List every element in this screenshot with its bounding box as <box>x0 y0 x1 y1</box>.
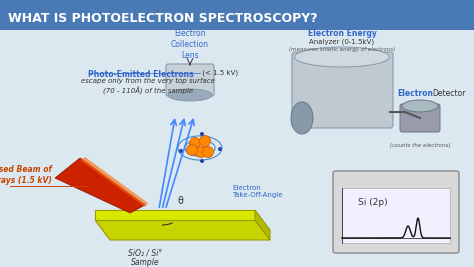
Text: Photo-Emitted Electrons: Photo-Emitted Electrons <box>88 70 193 79</box>
Ellipse shape <box>168 89 212 101</box>
Circle shape <box>195 147 207 158</box>
Polygon shape <box>80 157 148 207</box>
Text: Analyzer (0-1.5kV): Analyzer (0-1.5kV) <box>310 38 374 45</box>
Bar <box>342 188 450 243</box>
Circle shape <box>218 147 222 151</box>
Circle shape <box>202 147 213 158</box>
Text: Electron
Take-Off-Angle: Electron Take-Off-Angle <box>232 185 283 198</box>
Ellipse shape <box>402 100 438 112</box>
Circle shape <box>190 138 201 148</box>
Circle shape <box>200 135 210 147</box>
Text: SiO₂ / Si°
Sample: SiO₂ / Si° Sample <box>128 248 162 267</box>
Text: escape only from the very top surface
(70 - 110Å) of the sample: escape only from the very top surface (7… <box>81 78 215 95</box>
Text: Focused Beam of
X-rays (1.5 kV): Focused Beam of X-rays (1.5 kV) <box>0 165 52 185</box>
Ellipse shape <box>294 47 390 67</box>
Text: Detector: Detector <box>432 89 465 98</box>
Text: WHAT IS PHOTOELECTRON SPECTROSCOPY?: WHAT IS PHOTOELECTRON SPECTROSCOPY? <box>8 11 318 25</box>
Text: Si (2p): Si (2p) <box>358 198 388 207</box>
Text: Electron Energy: Electron Energy <box>308 29 376 38</box>
Circle shape <box>179 149 183 153</box>
FancyBboxPatch shape <box>333 171 459 253</box>
Text: Electron: Electron <box>397 89 433 98</box>
Circle shape <box>200 132 204 136</box>
Text: (counts the electrons): (counts the electrons) <box>390 143 450 148</box>
FancyBboxPatch shape <box>166 64 214 96</box>
Text: θ: θ <box>178 196 184 206</box>
Polygon shape <box>95 210 255 220</box>
Text: Electron
Collection
Lens: Electron Collection Lens <box>171 29 209 60</box>
FancyBboxPatch shape <box>292 52 393 128</box>
Polygon shape <box>55 158 145 213</box>
FancyBboxPatch shape <box>400 104 440 132</box>
Text: (measures kinetic energy of electrons): (measures kinetic energy of electrons) <box>289 47 395 52</box>
Circle shape <box>200 159 204 163</box>
Polygon shape <box>95 220 270 240</box>
Polygon shape <box>255 210 270 240</box>
Circle shape <box>186 144 198 155</box>
Text: (< 1.5 kV): (< 1.5 kV) <box>200 70 238 77</box>
Bar <box>0 0 474 30</box>
Ellipse shape <box>291 102 313 134</box>
